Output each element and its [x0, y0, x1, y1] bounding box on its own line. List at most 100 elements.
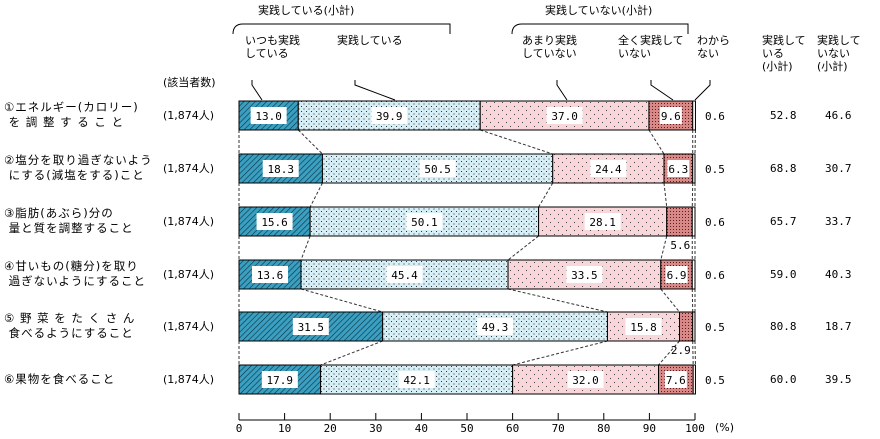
bar-segment [692, 153, 696, 184]
x-tick-label: 60 [506, 422, 519, 435]
connector-line [658, 340, 680, 366]
bar-segment [691, 259, 696, 290]
legend-label: わから ない [697, 34, 730, 60]
connector-line [300, 288, 383, 313]
subtotal-not-practicing-value: 46.6 [825, 109, 852, 122]
data-label-bg [567, 371, 604, 388]
data-label-bg [584, 213, 621, 230]
x-unit-label: (%) [715, 421, 734, 434]
subtotal-practicing-value: 59.0 [770, 268, 797, 281]
count-header: (該当者数) [163, 76, 216, 89]
data-label-bg [292, 318, 329, 335]
data-label: 2.9 [671, 344, 691, 357]
connector-line [297, 129, 323, 155]
data-label: 5.6 [670, 239, 690, 252]
data-label: 17.9 [267, 374, 294, 387]
data-label: 6.9 [667, 269, 687, 282]
subtotal-not-practicing-value: 40.3 [825, 268, 852, 281]
data-label: 50.1 [411, 216, 438, 229]
connector-line [538, 182, 554, 208]
data-label-bg [590, 160, 627, 177]
dont-know-value: 0.5 [705, 321, 725, 334]
dont-know-value: 0.6 [705, 216, 725, 229]
respondent-count: (1,874人) [163, 320, 215, 333]
category-label: ⑤ 野 菜 を た く さ ん 食べるようにすること [4, 311, 136, 340]
data-label-bg [262, 160, 299, 177]
legend-label: いつも実践 している [245, 34, 300, 60]
subtotal-header: 実践して いない (小計) [817, 34, 861, 73]
x-tick-label: 100 [685, 422, 705, 435]
data-label-bg [667, 160, 690, 177]
bar-segment [692, 311, 696, 342]
data-label: 24.4 [595, 163, 622, 176]
data-label: 42.1 [403, 374, 430, 387]
category-label: ①エネルギー(カロリー) を 調 整 す る こ と [4, 100, 139, 129]
x-tick-label: 40 [415, 422, 428, 435]
data-label-bg [625, 318, 662, 335]
dont-know-value: 0.6 [705, 110, 725, 123]
data-label-bg [398, 371, 435, 388]
data-label-bg [406, 213, 443, 230]
connector-line [663, 182, 668, 208]
subtotal-practicing-value: 68.8 [770, 162, 797, 175]
data-label: 13.6 [257, 269, 284, 282]
respondent-count: (1,874人) [163, 373, 215, 386]
bar-segment [678, 311, 694, 342]
x-tick-label: 50 [460, 422, 473, 435]
connector-line [660, 288, 680, 313]
bar-segment [666, 206, 693, 237]
header-not-practicing: 実践していない(小計) [545, 4, 653, 17]
legend-leader [354, 80, 396, 101]
data-label: 50.5 [424, 163, 451, 176]
data-label: 15.6 [261, 216, 288, 229]
connector-line [660, 235, 668, 261]
x-tick-label: 10 [278, 422, 291, 435]
connector-line [320, 340, 383, 366]
data-label: 37.0 [551, 110, 578, 123]
connector-line [512, 340, 608, 366]
legend-leader [556, 80, 568, 101]
data-label: 9.6 [661, 110, 681, 123]
subtotal-not-practicing-value: 18.7 [825, 320, 852, 333]
subtotal-practicing-value: 80.8 [770, 320, 797, 333]
data-label-bg [256, 213, 293, 230]
data-label-bg [371, 107, 408, 124]
data-label-bg [665, 266, 688, 283]
header-brackets [232, 23, 689, 35]
legend-label: 実践している [337, 34, 403, 47]
data-label-bg [250, 107, 287, 124]
bar-segment [238, 259, 302, 290]
category-label: ⑥果物を食べること [4, 372, 116, 386]
dont-know-value: 0.5 [705, 163, 725, 176]
x-tick-label: 30 [369, 422, 382, 435]
dont-know-value: 0.5 [705, 374, 725, 387]
subtotal-not-practicing-value: 33.7 [825, 215, 852, 228]
x-tick-label: 80 [597, 422, 610, 435]
legend-label: あまり実践 していない [522, 34, 577, 60]
respondent-count: (1,874人) [163, 215, 215, 228]
data-label-bg [566, 266, 603, 283]
bar-segment [538, 206, 668, 237]
connector-line [309, 182, 323, 208]
data-label: 28.1 [589, 216, 616, 229]
category-label: ②塩分を取り過ぎないよう にする(減塩をする)こと [4, 153, 153, 182]
data-label: 49.3 [482, 321, 509, 334]
category-label: ③脂肪(あぶら)分の 量と質を調整すること [4, 206, 134, 235]
x-tick-label: 70 [552, 422, 565, 435]
respondent-count: (1,874人) [163, 268, 215, 281]
subtotal-not-practicing-value: 30.7 [825, 162, 852, 175]
x-tick-label: 90 [643, 422, 656, 435]
connector-line [480, 129, 553, 155]
bar-segment [692, 364, 696, 395]
subtotal-practicing-value: 65.7 [770, 215, 797, 228]
connector-line [507, 288, 608, 313]
data-label: 45.4 [391, 269, 418, 282]
data-label-bg [664, 371, 687, 388]
legend-leader [694, 80, 711, 101]
connector-line [648, 129, 665, 155]
legend-leader [251, 80, 263, 101]
x-tick-label: 0 [236, 422, 243, 435]
data-label-bg [419, 160, 456, 177]
data-label: 15.8 [630, 321, 657, 334]
